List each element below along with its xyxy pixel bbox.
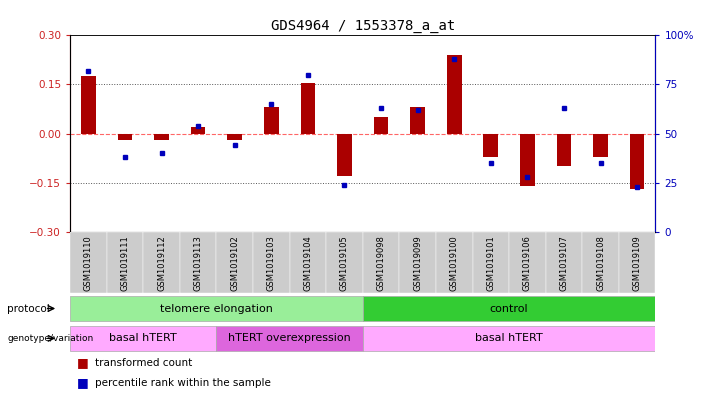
Bar <box>484 134 498 156</box>
Bar <box>253 232 290 293</box>
Text: percentile rank within the sample: percentile rank within the sample <box>95 378 271 387</box>
Bar <box>363 232 400 293</box>
Text: genotype/variation: genotype/variation <box>7 334 93 343</box>
Text: GSM1019103: GSM1019103 <box>267 235 275 291</box>
Text: ■: ■ <box>77 356 89 369</box>
Bar <box>290 232 326 293</box>
Bar <box>217 232 253 293</box>
Text: GSM1019098: GSM1019098 <box>376 235 386 291</box>
Bar <box>583 232 619 293</box>
Text: protocol: protocol <box>7 303 50 314</box>
Text: GSM1019101: GSM1019101 <box>486 235 496 291</box>
Text: GSM1019113: GSM1019113 <box>193 235 203 291</box>
Bar <box>545 232 583 293</box>
Text: GSM1019107: GSM1019107 <box>559 235 569 291</box>
Bar <box>593 134 608 156</box>
Text: hTERT overexpression: hTERT overexpression <box>229 333 351 343</box>
Text: control: control <box>490 303 529 314</box>
Title: GDS4964 / 1553378_a_at: GDS4964 / 1553378_a_at <box>271 19 455 33</box>
Bar <box>227 134 242 140</box>
Text: ■: ■ <box>77 376 89 389</box>
Bar <box>472 232 509 293</box>
Text: GSM1019109: GSM1019109 <box>632 235 641 291</box>
Bar <box>363 326 655 351</box>
Bar <box>81 76 96 134</box>
Text: transformed count: transformed count <box>95 358 192 368</box>
Text: GSM1019108: GSM1019108 <box>596 235 605 291</box>
Text: GSM1019110: GSM1019110 <box>84 235 93 291</box>
Bar <box>191 127 205 134</box>
Bar <box>70 232 107 293</box>
Text: GSM1019100: GSM1019100 <box>450 235 458 291</box>
Bar <box>629 134 644 189</box>
Bar <box>70 326 217 351</box>
Text: GSM1019112: GSM1019112 <box>157 235 166 291</box>
Text: GSM1019099: GSM1019099 <box>413 235 422 291</box>
Bar <box>400 232 436 293</box>
Text: GSM1019105: GSM1019105 <box>340 235 349 291</box>
Bar <box>436 232 472 293</box>
Bar <box>180 232 217 293</box>
Bar <box>374 117 388 134</box>
Text: telomere elongation: telomere elongation <box>160 303 273 314</box>
Bar <box>143 232 180 293</box>
Bar <box>337 134 352 176</box>
Bar <box>154 134 169 140</box>
Bar <box>107 232 143 293</box>
Text: basal hTERT: basal hTERT <box>475 333 543 343</box>
Bar <box>264 107 278 134</box>
Text: GSM1019106: GSM1019106 <box>523 235 532 291</box>
Text: basal hTERT: basal hTERT <box>109 333 177 343</box>
Bar <box>70 296 363 321</box>
Text: GSM1019111: GSM1019111 <box>121 235 130 291</box>
Bar <box>509 232 545 293</box>
Text: GSM1019102: GSM1019102 <box>230 235 239 291</box>
Bar <box>217 326 363 351</box>
Bar <box>520 134 535 186</box>
Text: GSM1019104: GSM1019104 <box>304 235 313 291</box>
Bar <box>447 55 461 134</box>
Bar <box>326 232 363 293</box>
Bar <box>363 296 655 321</box>
Bar <box>557 134 571 166</box>
Bar <box>301 83 315 134</box>
Bar <box>619 232 655 293</box>
Bar <box>410 107 425 134</box>
Bar <box>118 134 132 140</box>
